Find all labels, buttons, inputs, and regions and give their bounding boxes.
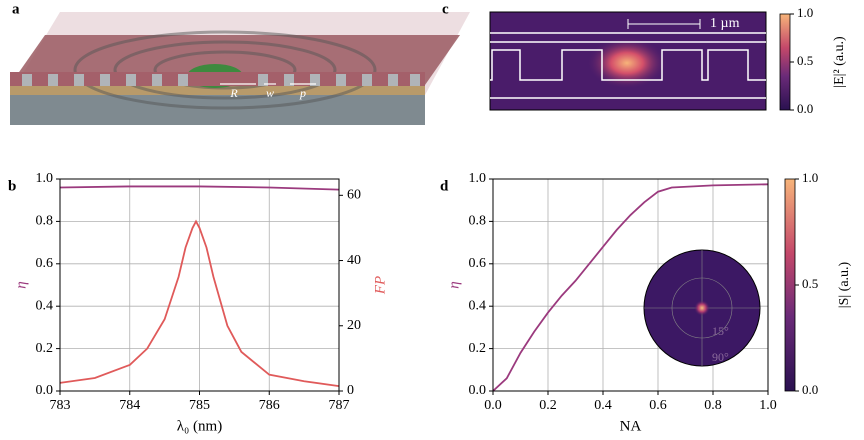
- x-tick-label: 786: [259, 398, 280, 413]
- annotation: R: [229, 86, 238, 100]
- y2-axis-label: FP: [372, 276, 388, 295]
- y-tick-label: 0.2: [469, 341, 487, 356]
- y2-tick-label: 20: [347, 318, 361, 333]
- y-tick-label: 0.6: [469, 256, 487, 271]
- polar-inset: 15° 90°: [643, 249, 761, 367]
- y2-tick-label: 0: [347, 383, 354, 398]
- data-line: [59, 185, 340, 191]
- y-tick-label: 1.0: [469, 171, 487, 186]
- y-tick-label: 0.6: [36, 256, 54, 271]
- colorbar-tick-label: 0.5: [802, 276, 818, 291]
- x-tick-label: 1.0: [759, 398, 777, 413]
- polar-label: 15°: [712, 324, 729, 338]
- colorbar-label: |E|² (a.u.): [832, 36, 847, 88]
- x-tick-label: 785: [189, 398, 210, 413]
- x-tick-label: 783: [50, 398, 71, 413]
- plot-frame: [59, 178, 340, 392]
- plot-frame: [492, 178, 769, 392]
- polar-label: 90°: [712, 350, 729, 364]
- y2-tick-label: 40: [347, 253, 361, 268]
- y2-tick-label: 60: [347, 188, 361, 203]
- y-tick-label: 0.0: [469, 383, 487, 398]
- y-tick-label: 0.8: [36, 214, 54, 229]
- x-axis-label: λ₀ (nm): [177, 418, 222, 434]
- colorbar-label: |S| (a.u.): [837, 261, 852, 308]
- annotation: p: [299, 86, 306, 100]
- panel-label: d: [440, 178, 449, 194]
- annotation: w: [266, 86, 274, 100]
- x-tick-label: 0.4: [594, 398, 612, 413]
- colorbar-tick-label: 1.0: [802, 170, 818, 185]
- illustration: a R w p: [10, 1, 470, 125]
- data-line: [59, 219, 340, 387]
- colorbar-tick-label: 0.0: [802, 382, 818, 397]
- x-tick-label: 0.0: [484, 398, 502, 413]
- panel-label: a: [12, 1, 20, 17]
- x-tick-label: 0.2: [539, 398, 557, 413]
- y-tick-label: 0.0: [36, 383, 54, 398]
- panel-label: b: [8, 178, 16, 194]
- y-axis-label: η: [446, 281, 462, 288]
- scale-bar-label: 1 µm: [710, 16, 740, 31]
- colorbar-tick-label: 1.0: [797, 5, 813, 20]
- colorbar-tick-label: 0.5: [797, 53, 813, 68]
- colorbar: [784, 178, 796, 392]
- panel-label: c: [442, 1, 449, 17]
- colorbar: [779, 13, 791, 111]
- data-line: [492, 183, 769, 392]
- x-axis-label: NA: [620, 418, 642, 434]
- y-tick-label: 0.4: [469, 298, 487, 313]
- y-tick-label: 0.4: [36, 298, 54, 313]
- x-tick-label: 787: [329, 398, 350, 413]
- heatmap: c 1 µm: [442, 1, 767, 111]
- y-tick-label: 1.0: [36, 171, 54, 186]
- y-tick-label: 0.8: [469, 214, 487, 229]
- y-tick-label: 0.2: [36, 341, 54, 356]
- x-tick-label: 0.8: [704, 398, 722, 413]
- x-tick-label: 784: [119, 398, 140, 413]
- colorbar-tick-label: 0.0: [797, 101, 813, 116]
- x-tick-label: 0.6: [649, 398, 667, 413]
- y-axis-label: η: [13, 281, 29, 288]
